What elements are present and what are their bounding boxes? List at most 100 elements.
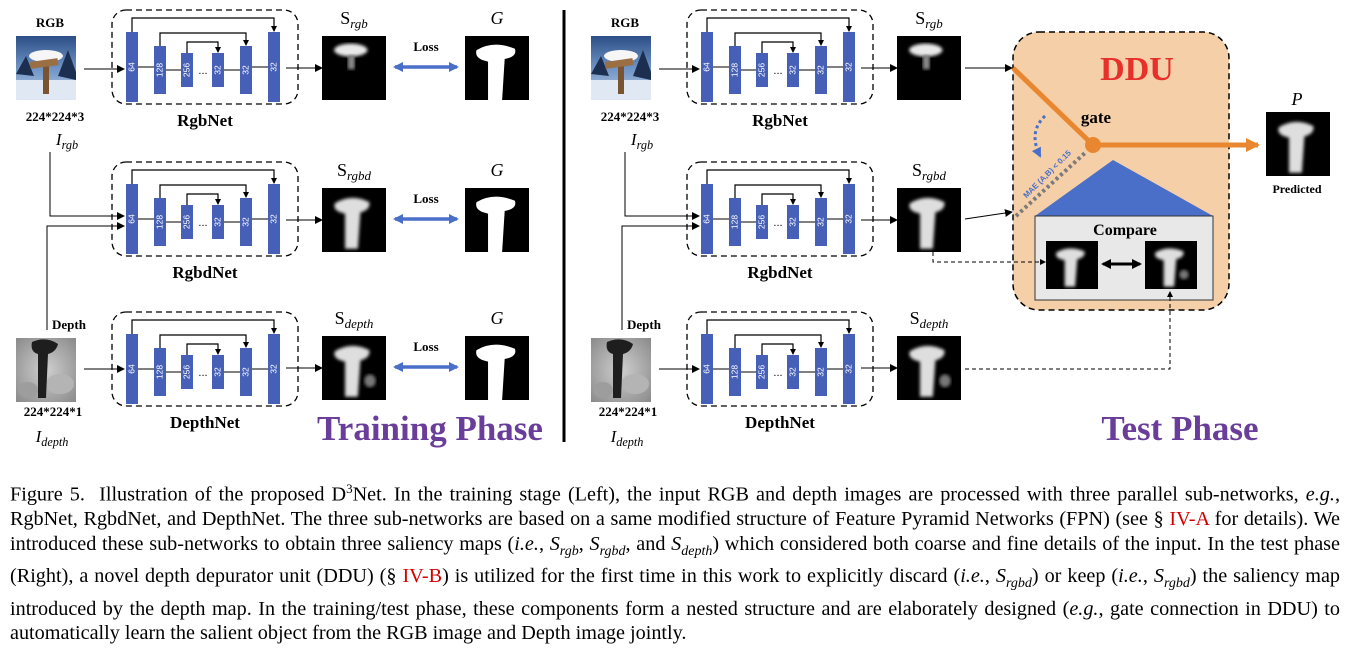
- s-rgbd-label: Srgbd: [912, 160, 947, 183]
- channel-label: 128: [729, 215, 739, 229]
- caption-text: , RgbNet, RgbdNet, and DepthNet. The thr…: [10, 483, 1340, 531]
- rgb-size-label: 224*224*3: [601, 109, 660, 124]
- caption-text: ,: [578, 532, 590, 555]
- fpn-dashed-box: [686, 311, 874, 407]
- subnetwork-name: DepthNet: [170, 413, 240, 432]
- i-depth-label: Idepth: [610, 427, 644, 449]
- conv-layer-block: [729, 348, 741, 396]
- caption-math: S: [1153, 565, 1164, 588]
- channel-label: 32: [212, 65, 222, 75]
- channel-label: 256: [756, 365, 766, 379]
- caption-italic: e.g.: [1305, 483, 1335, 506]
- caption-text: ) is utilized for the first time in this…: [442, 565, 961, 588]
- channel-label: 64: [701, 214, 711, 224]
- fpn-dashed-box: [111, 161, 299, 257]
- figure-caption: Figure 5. Illustration of the proposed D…: [10, 477, 1340, 646]
- conv-layer-block: [787, 53, 799, 87]
- conv-layer-block: [729, 46, 741, 94]
- ground-truth-map: [465, 36, 529, 100]
- channel-label: 32: [787, 65, 797, 75]
- conv-layer-block: [843, 334, 855, 404]
- caption-sup: 3: [346, 481, 353, 496]
- fpn-dashed-box: [686, 9, 874, 105]
- saliency-map-depth: [322, 336, 386, 400]
- channel-label: 32: [240, 367, 250, 377]
- fpn-subnetwork: 64 128 256 32 32 32... RgbdNet: [111, 161, 299, 282]
- gate-switch-arrow: [1031, 114, 1047, 158]
- depth-label: Depth: [627, 317, 662, 332]
- conv-layer-block: [843, 184, 855, 254]
- depth-size-label: 224*224*1: [599, 404, 658, 419]
- conv-layer-block: [126, 184, 138, 254]
- rgb-label: RGB: [36, 15, 65, 30]
- channel-label: 32: [268, 364, 278, 374]
- caption-text: ,: [1142, 565, 1154, 588]
- s-rgb-label: Srgb: [915, 8, 943, 31]
- ground-truth-map: [465, 336, 529, 400]
- conv-layer-block: [756, 355, 768, 389]
- caption-italic: i.e.: [514, 532, 539, 555]
- saliency-map-depth: [897, 336, 961, 400]
- channel-label: 128: [154, 63, 164, 77]
- caption-text: ) which considered both coarse and fine …: [10, 532, 1340, 588]
- conv-layer-block: [181, 53, 193, 87]
- channel-label: 256: [181, 63, 191, 77]
- loss-label: Loss: [413, 191, 438, 206]
- channel-label: 32: [787, 367, 797, 377]
- channel-label: 128: [154, 365, 164, 379]
- caption-text: , gate connection in DDU) to automatical…: [10, 597, 1341, 645]
- gate-node: [1085, 137, 1101, 153]
- saliency-map-rgb: [897, 36, 961, 100]
- conv-layer-block: [268, 184, 280, 254]
- subnetwork-name: RgbNet: [752, 111, 808, 130]
- compare-triangle: [1035, 160, 1213, 216]
- conv-layer-block: [181, 355, 193, 389]
- caption-math: S: [671, 532, 682, 555]
- rgb-input-image: [591, 36, 651, 100]
- section-ref-link[interactable]: IV-A: [1169, 508, 1209, 531]
- phase-title: Training Phase: [317, 409, 543, 448]
- conv-layer-block: [701, 334, 713, 404]
- conv-layer-block: [756, 53, 768, 87]
- channel-label: 32: [240, 65, 250, 75]
- subnetwork-name: RgbdNet: [172, 263, 238, 282]
- caption-italic: e.g.: [1069, 597, 1099, 620]
- fpn-dashed-box: [111, 9, 299, 105]
- loss-label: Loss: [413, 339, 438, 354]
- conv-layer-block: [815, 198, 827, 246]
- conv-layer-block: [212, 205, 224, 239]
- test-phase-panel: DDU Compare RGB 224*224*3 Irgb Depth 224*224…: [591, 8, 1330, 449]
- conv-layer-block: [212, 355, 224, 389]
- channel-label: 256: [756, 215, 766, 229]
- compare-label: Compare: [1093, 222, 1157, 239]
- input-arrow: [46, 222, 125, 330]
- channel-label: 32: [815, 65, 825, 75]
- depth-input-image: [591, 338, 651, 402]
- ellipsis-label: ...: [198, 217, 207, 229]
- channel-label: 256: [181, 365, 191, 379]
- channel-label: 32: [843, 62, 853, 72]
- conv-layer-block: [701, 184, 713, 254]
- section-ref-link[interactable]: IV-B: [402, 565, 443, 588]
- phase-title: Test Phase: [1101, 409, 1258, 448]
- feed-dashed-arrow: [965, 291, 1173, 370]
- channel-label: 128: [729, 365, 739, 379]
- caption-math-sub: rgbd: [599, 543, 626, 559]
- caption-text: ,: [538, 532, 550, 555]
- channel-label: 32: [787, 217, 797, 227]
- ellipsis-label: ...: [773, 65, 782, 77]
- compare-map-a: [1046, 241, 1098, 289]
- p-label: P: [1291, 89, 1303, 109]
- channel-label: 32: [843, 364, 853, 374]
- channel-label: 32: [815, 217, 825, 227]
- ellipsis-label: ...: [773, 367, 782, 379]
- conv-layer-block: [787, 205, 799, 239]
- d3net-diagram: RGB 224*224*3 Irgb Depth 224*224*1 Idepth 64 12…: [16, 8, 1330, 449]
- channel-label: 128: [154, 215, 164, 229]
- caption-text: Net. In the training stage (Left), the i…: [352, 483, 1306, 506]
- gt-label: G: [491, 308, 504, 328]
- channel-label: 32: [268, 214, 278, 224]
- caption-text: Illustration of the proposed D: [99, 483, 347, 506]
- ddu-title: DDU: [1100, 51, 1174, 88]
- channel-label: 256: [181, 215, 191, 229]
